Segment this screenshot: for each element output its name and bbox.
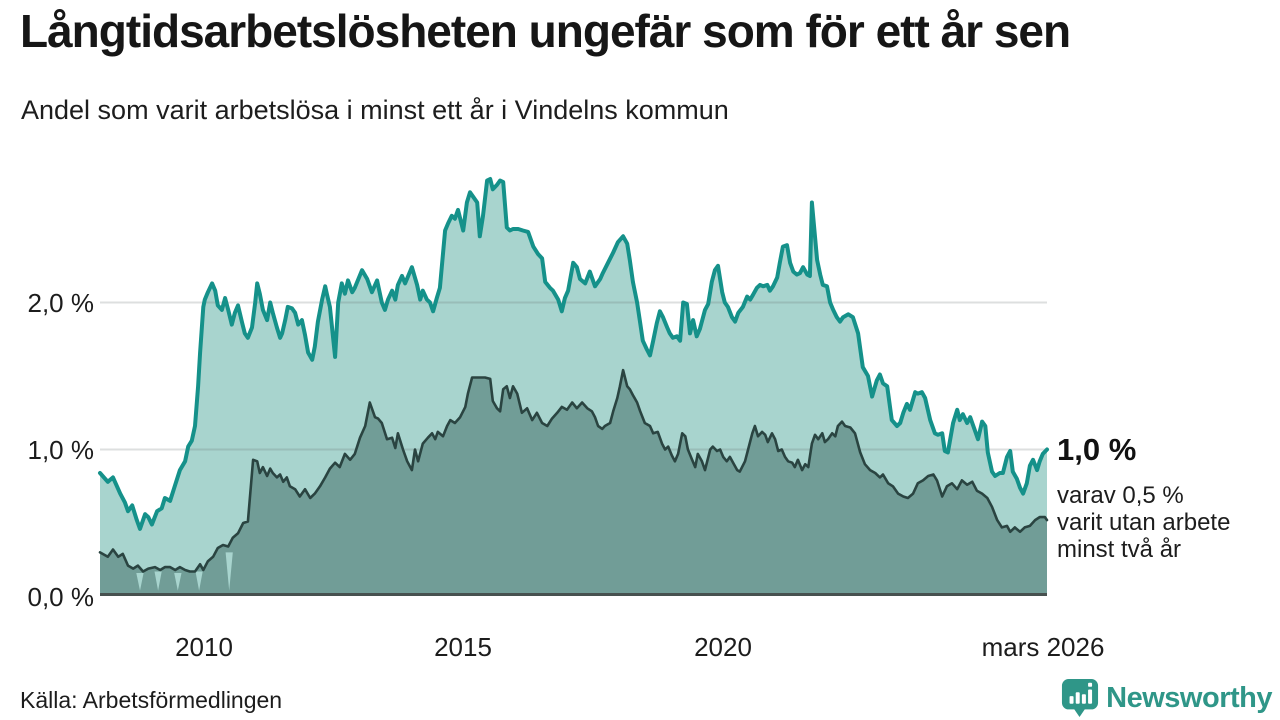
annotation-detail-line-2: varit utan arbete bbox=[1057, 509, 1231, 536]
y-axis-label-1: 1,0 % bbox=[27, 434, 95, 465]
annotation-detail-line-1: varav 0,5 % bbox=[1057, 482, 1184, 509]
newsworthy-logo: Newsworthy bbox=[1061, 678, 1272, 718]
y-axis-label-2: 2,0 % bbox=[27, 287, 95, 318]
x-axis-label-2010: 2010 bbox=[175, 632, 233, 662]
chart-subtitle: Andel som varit arbetslösa i minst ett å… bbox=[21, 95, 729, 125]
source-attribution: Källa: Arbetsförmedlingen bbox=[20, 687, 283, 713]
latest-value-label: 1,0 % bbox=[1057, 432, 1137, 467]
y-axis-label-0: 0,0 % bbox=[27, 581, 95, 612]
latest-value-annotation: 1,0 % varav 0,5 % varit utan arbete mins… bbox=[1057, 432, 1272, 563]
annotation-detail-line-3: minst två år bbox=[1057, 536, 1182, 563]
x-axis-label-2015: 2015 bbox=[434, 632, 492, 662]
line-unemployed-1yr bbox=[98, 177, 1049, 531]
newsworthy-wordmark: Newsworthy bbox=[1106, 681, 1272, 714]
annotation-detail: varav 0,5 % varit utan arbete minst två … bbox=[1057, 482, 1272, 563]
newsworthy-barchart-pin-icon bbox=[1061, 678, 1099, 718]
dark-area-gap-notches bbox=[136, 552, 233, 591]
x-axis-label-mars-2026: mars 2026 bbox=[981, 632, 1105, 662]
x-axis-label-2020: 2020 bbox=[694, 632, 752, 662]
area-unemployed-2yr bbox=[100, 370, 1047, 595]
line-unemployed-2yr bbox=[98, 368, 1049, 573]
chart-title: Långtidsarbetslösheten ungefär som för e… bbox=[20, 5, 1071, 57]
